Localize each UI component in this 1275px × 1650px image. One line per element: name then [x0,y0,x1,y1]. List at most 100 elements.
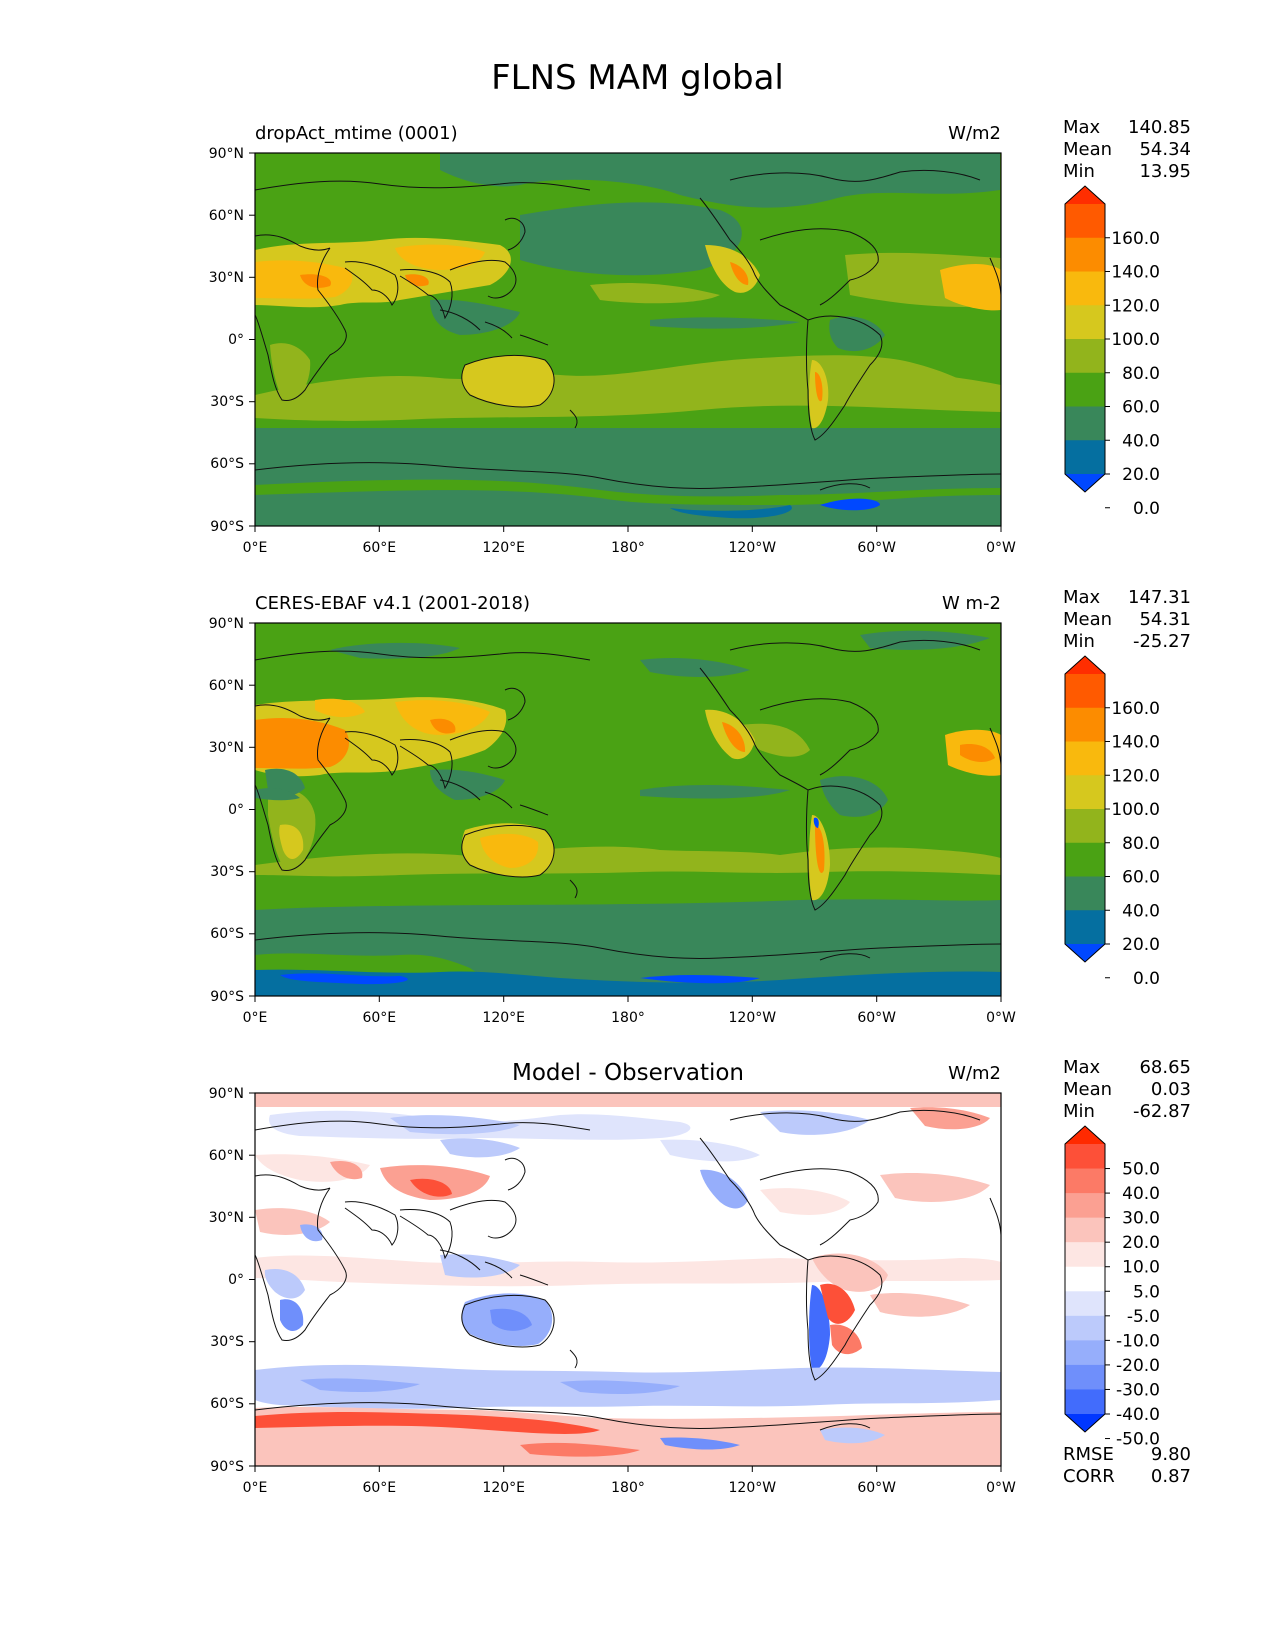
stat-label: Min [1063,161,1095,182]
colorbar-swatch [1065,809,1105,844]
stat-value: -62.87 [1132,1101,1191,1122]
colorbar-swatch [1065,406,1105,441]
kalahari-region [279,824,304,859]
bering-region [640,658,750,677]
australia-strong-negative-region [490,1308,532,1331]
stat-label: Min [1063,1101,1095,1122]
altiplano-positive-region [820,1283,855,1324]
canada-negative-region [760,1110,870,1135]
colorbar-swatch [1065,1340,1105,1366]
lat-tick-label: 30°N [209,1210,244,1226]
arctic-ocean-region [440,153,1000,208]
colorbar-tick-label: 80.0 [1122,364,1160,384]
panel-title: Model - Observation [511,1060,745,1086]
lat-tick-label: 90°S [210,519,244,535]
lon-tick-label: 0°W [986,1480,1016,1496]
north-atlantic-positive-region [880,1173,990,1202]
mediterranean-positive-region [330,1160,363,1180]
stats-block: Max 68.65 Mean 0.03 Min -62.87 [1063,1057,1191,1123]
colorbar-tick-label: 120.0 [1111,296,1160,316]
lat-tick-label: 90°N [209,1086,244,1102]
lon-tick-label: 180° [611,1010,645,1026]
lon-tick-label: 60°E [362,1010,396,1026]
lat-tick-label: 90°S [210,1459,244,1475]
lon-tick-label: 120°E [482,1480,525,1496]
lon-tick-label: 60°W [857,1480,896,1496]
colorbar-swatch [1065,1168,1105,1194]
lon-tick-label: 120°W [729,540,777,556]
southern-africa-negative-region [280,1299,304,1332]
colorbar-extension-min [1065,1414,1105,1432]
central-asia-region [395,244,485,270]
antarctic-lowest-region [280,973,408,985]
colorbar-extension-max [1065,656,1105,674]
lat-axis: 90°N 60°N 30°N 0° 30°S 60°S 90°S [209,1086,255,1475]
lat-tick-label: 30°S [210,864,244,880]
south-atlantic-positive-region [870,1293,970,1317]
stat-label: Min [1063,631,1095,652]
lon-tick-label: 120°W [729,1010,777,1026]
colorbar-swatch [1065,1266,1105,1292]
colorbar-extension-min [1065,944,1105,962]
colorbar-swatch [1065,339,1105,374]
colorbar-swatch [1065,1291,1105,1317]
lat-tick-label: 0° [228,802,244,818]
panel-title: dropAct_mtime (0001) [255,123,458,144]
north-america-positive-region [760,1188,850,1215]
panel-title: CERES-EBAF v4.1 (2001-2018) [255,593,531,614]
lon-tick-label: 180° [611,1480,645,1496]
andes-low-region [813,817,819,828]
colorbar-tick-label: 40.0 [1122,901,1160,921]
colorbar-tick-label: -20.0 [1116,1356,1160,1376]
lat-tick-label: 0° [228,332,244,348]
tibet-hot-region [430,718,456,734]
antarctic-lowest-region [640,974,760,984]
stat-label: Max [1063,1057,1101,1078]
lon-tick-label: 120°E [482,540,525,556]
colorbar-extension-max [1065,186,1105,204]
mexico-hot-region [730,262,749,285]
lon-tick-label: 60°E [362,540,396,556]
stat-value: 68.65 [1139,1057,1191,1078]
colorbar-tick-label: 140.0 [1111,263,1160,283]
tibet-strong-positive-region [410,1178,452,1197]
lat-axis: 90°N 60°N 30°N 0° 30°S 60°S 90°S [209,146,255,535]
panel-difference: Model - Observation W/m2 Max 68.65 Mean 0.… [0,940,1275,1496]
stat-value: 140.85 [1128,117,1191,138]
coastlines [255,1109,1001,1431]
mongolia-negative-region [440,1138,520,1158]
colorbar-swatch [1065,1315,1105,1341]
colorbar-tick-label: 5.0 [1133,1282,1160,1302]
gulf-guinea-region [255,787,300,801]
sahara-region [255,718,350,769]
lat-tick-label: 60°S [210,456,244,472]
stat-label: Max [1063,117,1101,138]
colorbar-swatch [1065,775,1105,810]
colorbar-swatch [1065,237,1105,272]
colorbar-swatch [1065,1389,1105,1415]
colorbar-tick-label: 140.0 [1111,733,1160,753]
colorbar-swatch [1065,910,1105,945]
colorbar-swatch [1065,271,1105,306]
lon-axis: 0°E 60°E 120°E 180° 120°W 60°W 0°W [243,996,1016,1026]
metric-value: 9.80 [1150,1444,1191,1465]
congo-negative-region [264,1268,305,1299]
colorbar-tick-label: 100.0 [1111,800,1160,820]
lat-tick-label: 0° [228,1272,244,1288]
colorbar: 50.0 40.0 30.0 20.0 10.0 5.0 -5.0 -10.0 -20.0 -30… [1064,1125,1160,1450]
colorbar-swatch [1065,674,1105,709]
antarctic-coast-strong-positive [255,1412,600,1434]
andes-negative-region [809,1285,830,1371]
stat-value: 147.31 [1128,587,1191,608]
amazon-region [829,316,885,352]
lat-tick-label: 60°S [210,926,244,942]
colorbar-swatch [1065,305,1105,340]
colorbar-tick-label: -30.0 [1116,1380,1160,1400]
colorbar-tick-label: 30.0 [1122,1209,1160,1229]
colorbar-tick-label: 40.0 [1122,1184,1160,1204]
lon-tick-label: 60°E [362,1480,396,1496]
north-pacific-subtropics [590,283,720,304]
australia-hot-region [480,833,539,868]
lat-tick-label: 60°N [209,208,244,224]
colorbar-tick-label: 160.0 [1111,229,1160,249]
